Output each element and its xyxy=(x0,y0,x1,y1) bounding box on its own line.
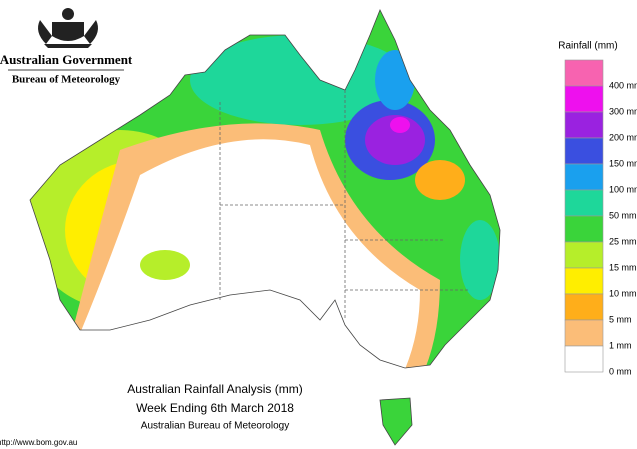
legend-swatch xyxy=(564,85,604,113)
legend-label: 50 mm xyxy=(609,210,637,220)
legend-swatch xyxy=(564,215,604,243)
legend-swatch xyxy=(564,189,604,217)
footer-subtitle: Week Ending 6th March 2018 xyxy=(136,401,294,415)
legend-swatch xyxy=(564,241,604,269)
legend-swatch xyxy=(564,163,604,191)
legend-label: 25 mm xyxy=(609,236,637,246)
legend-label: 200 mm xyxy=(609,132,637,142)
org-name: Australian Government xyxy=(0,52,133,67)
legend-swatch xyxy=(564,267,604,295)
legend-swatch xyxy=(564,293,604,321)
legend-swatch xyxy=(564,59,604,87)
legend: 400 mm 300 mm 200 mm 150 mm 100 mm 50 mm 25 mm… xyxy=(564,59,637,376)
legend-label: 15 mm xyxy=(609,262,637,272)
legend-label: 1 mm xyxy=(609,340,632,350)
url: http://www.bom.gov.au xyxy=(0,438,77,447)
org-subname: Bureau of Meteorology xyxy=(12,74,121,86)
legend-label: 10 mm xyxy=(609,288,637,298)
legend-label: 100 mm xyxy=(609,184,637,194)
legend-swatch xyxy=(564,345,604,373)
legend-label: 0 mm xyxy=(609,366,632,376)
footer-source: Australian Bureau of Meteorology xyxy=(141,421,289,432)
legend-swatch xyxy=(564,111,604,139)
legend-label: 400 mm xyxy=(609,80,637,90)
legend-title: Rainfall (mm) xyxy=(558,41,617,52)
legend-label: 150 mm xyxy=(609,158,637,168)
footer-title: Australian Rainfall Analysis (mm) xyxy=(127,382,302,396)
legend-label: 300 mm xyxy=(609,106,637,116)
legend-swatch xyxy=(564,137,604,165)
coat-of-arms xyxy=(38,8,98,48)
legend-label: 5 mm xyxy=(609,314,632,324)
legend-swatch xyxy=(564,319,604,347)
